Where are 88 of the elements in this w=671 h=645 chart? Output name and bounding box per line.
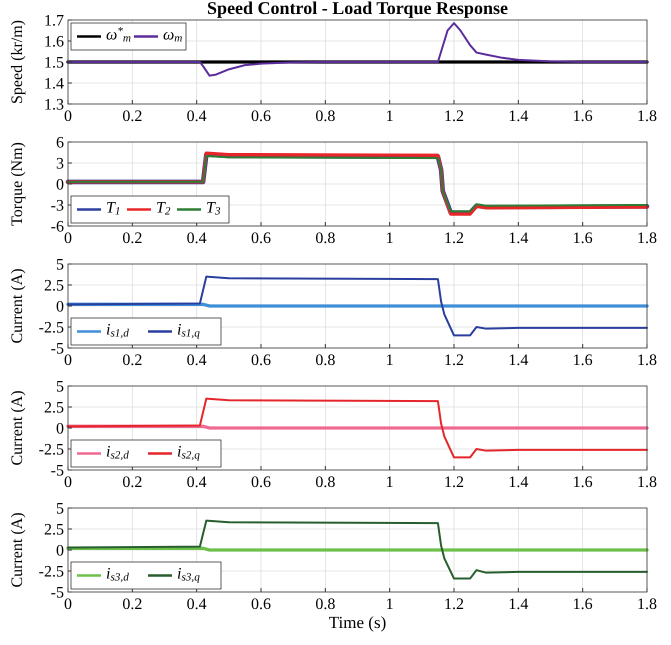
legend-label: T$_{1}$ [106,200,120,218]
y-tick-label: -3 [50,198,64,215]
x-tick-label: 0.8 [315,474,336,491]
y-tick-label: -2.5 [38,320,64,337]
y-axis-title: Current (A) [9,390,26,466]
x-tick-label: 0.2 [122,230,142,247]
x-tick-label: 1.2 [444,230,464,247]
y-tick-label: 1.5 [44,54,64,72]
x-tick-label: 0.6 [251,474,271,491]
legend-label: i$_{s1,d}$ [106,322,130,340]
y-tick-label: -2.5 [38,442,64,459]
x-tick-label: 0.2 [122,352,142,369]
x-tick-label: 0.2 [122,108,142,125]
x-tick-label: 0.8 [315,596,336,613]
y-tick-label: 5 [56,500,64,518]
y-tick-label: -6 [50,218,64,236]
x-tick-label: 1.8 [637,596,657,613]
legend-label: i$_{s3,q}$ [177,566,200,584]
x-tick-label: 1.8 [637,230,657,247]
y-tick-label: 0 [56,298,64,316]
legend-label: i$_{s2,d}$ [106,444,130,462]
y-tick-label: 2.5 [44,522,64,539]
y-axis-title: Torque (Nm) [9,142,26,226]
legend-label: T$_{2}$ [156,200,171,218]
x-tick-label: 1 [386,474,394,491]
y-tick-label: -5 [50,462,64,480]
y-axis-title: Speed (kr/m) [9,20,26,104]
x-tick-label: 0.2 [122,474,142,491]
y-axis-title: Current (A) [9,512,26,588]
y-tick-label: -2.5 [38,564,64,581]
y-tick-label: 1.4 [44,76,64,93]
x-tick-label: 1 [386,108,394,125]
x-tick-label: 0.6 [251,108,271,125]
legend-label: i$_{s1,q}$ [177,322,200,340]
y-tick-label: 0 [56,542,64,560]
legend-label: ω$_{m}$ [163,26,182,45]
x-tick-label: 1.4 [508,108,528,125]
x-tick-label: 0.6 [251,230,271,247]
x-tick-label: 0.4 [186,352,207,369]
legend-label: i$_{s2,q}$ [177,444,200,462]
x-tick-label: 1.8 [637,352,657,369]
y-axis-title: Current (A) [9,268,26,344]
x-tick-label: 0.8 [315,230,336,247]
x-tick-label: 0.4 [186,596,207,613]
x-tick-label: 0.6 [251,596,271,613]
x-tick-label: 1 [386,230,394,247]
x-tick-label: 1.6 [572,596,593,613]
y-tick-label: 0 [56,176,64,194]
x-tick-label: 1.8 [637,108,657,125]
x-tick-label: 1 [386,596,394,613]
x-axis-title: Time (s) [328,613,386,632]
x-tick-label: 1.4 [508,230,528,247]
y-tick-label: 5 [56,256,64,274]
x-tick-label: 1.2 [444,474,464,491]
x-tick-label: 1.8 [637,474,657,491]
x-tick-label: 1.6 [572,352,593,369]
line-series [67,22,648,77]
y-tick-label: 2.5 [44,278,64,295]
x-tick-label: 1.6 [572,474,593,491]
y-tick-label: 1.6 [44,34,64,51]
y-tick-label: 3 [56,156,64,173]
x-tick-label: 0.8 [315,108,336,125]
y-tick-label: 1.7 [44,12,64,30]
y-tick-label: 5 [56,378,64,396]
x-tick-label: 0.2 [122,596,142,613]
x-tick-label: 1.4 [508,596,528,613]
legend-label: i$_{s3,d}$ [106,566,130,584]
x-tick-label: 1.6 [572,230,593,247]
x-tick-label: 1 [386,352,394,369]
x-tick-label: 1.2 [444,108,464,125]
x-tick-label: 1.2 [444,352,464,369]
x-tick-label: 1.6 [572,108,593,125]
y-tick-label: 2.5 [44,400,64,417]
x-tick-label: 1.4 [508,352,528,369]
x-tick-label: 0.4 [186,474,207,491]
legend-label: T$_{3}$ [206,200,221,218]
chart-title: Speed Control - Load Torque Response [207,0,508,18]
x-tick-label: 0.8 [315,352,336,369]
y-tick-label: 6 [56,134,64,152]
x-tick-label: 0.4 [186,108,207,125]
y-tick-label: -5 [50,340,64,358]
x-tick-label: 0.4 [186,230,207,247]
y-tick-label: 1.3 [44,96,64,114]
y-tick-label: 0 [56,420,64,438]
x-tick-label: 1.4 [508,474,528,491]
x-tick-label: 0.6 [251,352,271,369]
x-tick-label: 1.2 [444,596,464,613]
y-tick-label: -5 [50,584,64,602]
